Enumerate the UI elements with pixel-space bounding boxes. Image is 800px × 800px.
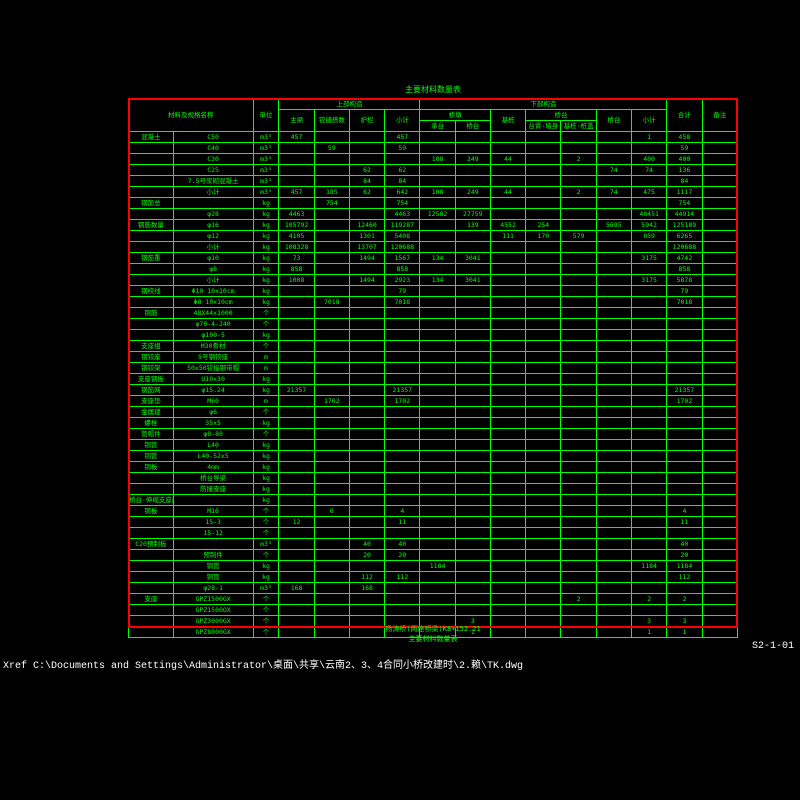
sheet-number: S2-1-01 <box>752 641 794 652</box>
drawing-canvas: 主要材料数量表 材料及规格名称 单位 上部构造 下部构造 合计 备注 主梁 铰缝… <box>128 98 738 628</box>
outer-border <box>128 98 738 628</box>
xref-path: Xref C:\Documents and Settings\Administr… <box>3 656 523 672</box>
table-title: 主要材料数量表 <box>405 84 461 95</box>
footer-note: 杨涛桥(两座桥梁)K8+152.21 主要材料数量表 <box>385 624 480 644</box>
